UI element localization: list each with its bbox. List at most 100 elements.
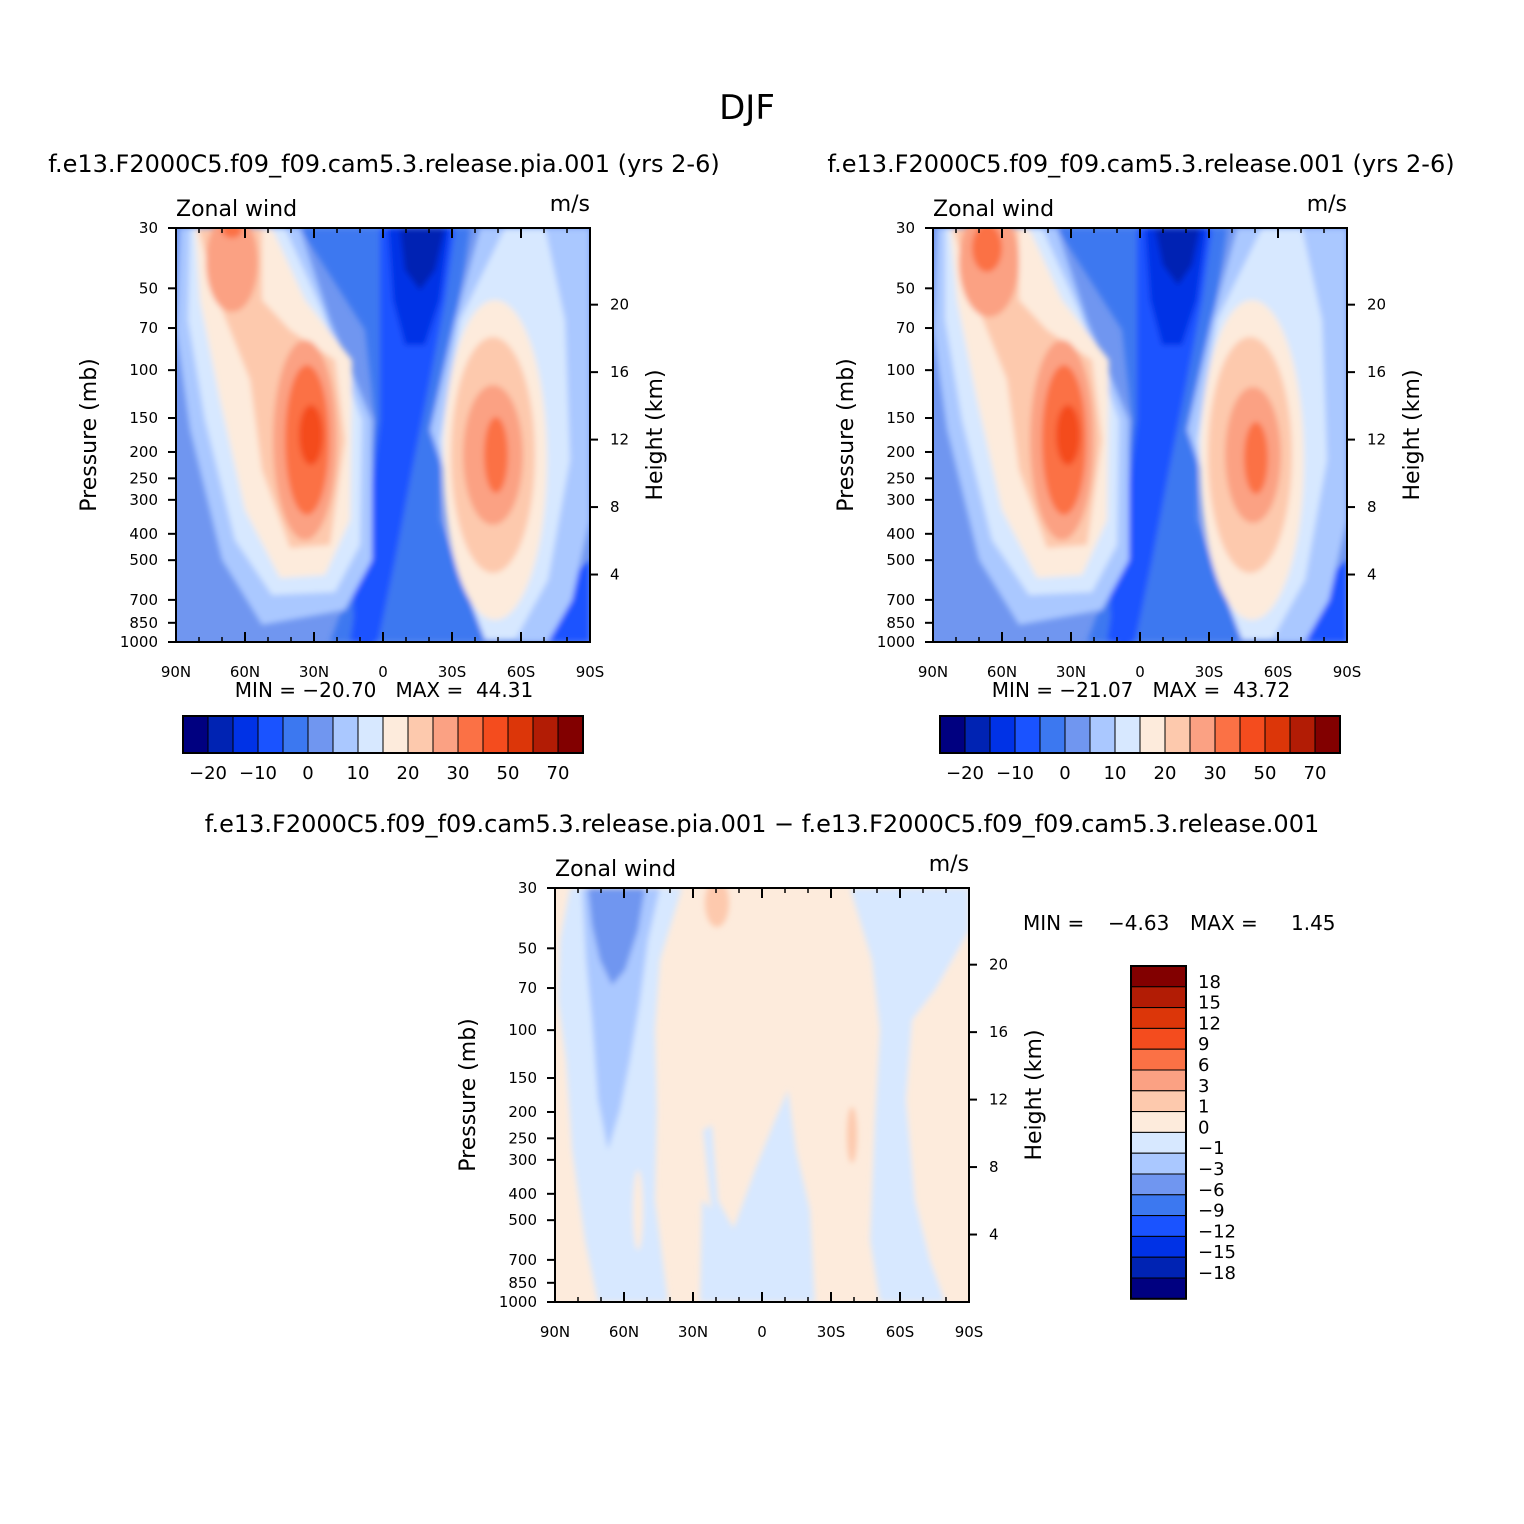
colorbar-box — [1130, 1027, 1187, 1050]
colorbar-label: 0 — [302, 763, 313, 784]
panel-1-stats: MIN = −20.70 MAX = 44.31 — [235, 678, 533, 702]
colorbar-box — [1130, 965, 1187, 988]
colorbar-box — [1130, 1007, 1187, 1029]
y-tick-label: 500 — [508, 1211, 537, 1229]
panel-2-field — [933, 228, 1347, 642]
panel-3-field — [555, 888, 969, 1302]
colorbar-box — [1130, 1152, 1187, 1175]
colorbar-frame — [939, 715, 1341, 754]
y-tick-label: 150 — [129, 409, 158, 427]
colorbar-box — [1214, 715, 1241, 754]
colorbar-label: −10 — [239, 763, 277, 784]
colorbar-box — [407, 715, 434, 754]
x-tick-label: 90S — [576, 663, 605, 681]
colorbar-box — [482, 715, 509, 754]
x-tick-label: 60N — [230, 663, 260, 681]
panel-2-contour-strat-blue4 — [1155, 228, 1200, 285]
colorbar-box — [1014, 715, 1041, 754]
figure-title: DJF — [719, 88, 775, 128]
colorbar-label: 15 — [1198, 993, 1221, 1014]
colorbar-box — [989, 715, 1016, 754]
panel-1-title: f.e13.F2000C5.f09_f09.cam5.3.release.pia… — [48, 150, 719, 178]
colorbar-box — [1114, 715, 1141, 754]
colorbar-box — [1139, 715, 1166, 754]
panel-3-axes: 90N 60N 30N 0 30S 60S 90S 30 50 70 100 150 200 250 300… — [456, 879, 1047, 1341]
y-tick-label: 70 — [896, 319, 915, 337]
panel-3-contour-sh-pos — [906, 930, 969, 1302]
panel-2-left-string: Zonal wind — [933, 197, 1054, 222]
colorbar-label: −6 — [1198, 1180, 1225, 1201]
colorbar-label: −15 — [1198, 1242, 1236, 1263]
colorbar-box — [1089, 715, 1116, 754]
colorbar-box — [1130, 1173, 1187, 1196]
y-tick-label: 250 — [508, 1129, 537, 1147]
y-axis-title: Pressure (mb) — [834, 358, 859, 512]
colorbar-box — [1130, 986, 1187, 1009]
y-tick-label: 400 — [129, 525, 158, 543]
colorbar-box — [1264, 715, 1291, 754]
panel-3-contour-tropics-neg — [703, 1090, 815, 1302]
colorbar-box — [1164, 715, 1191, 754]
y-right-tick-label: 16 — [989, 1023, 1008, 1041]
y-tick-label: 850 — [508, 1274, 537, 1292]
y-right-tick-label: 8 — [1367, 498, 1377, 516]
panel-3-contour-strat-pos — [705, 888, 729, 927]
colorbar-box — [207, 715, 234, 754]
colorbar-box — [1314, 715, 1341, 754]
y-right-axis-title: Height (km) — [1022, 1029, 1047, 1160]
colorbar-label: −12 — [1198, 1221, 1236, 1242]
x-tick-label: 0 — [378, 663, 388, 681]
panel-2-contour-nh-25b — [972, 228, 1002, 272]
colorbar-box — [939, 715, 966, 754]
x-tick-label: 90N — [161, 663, 191, 681]
colorbar-box — [1130, 1277, 1187, 1300]
y-right-tick-label: 12 — [989, 1091, 1008, 1109]
y-tick-label: 1000 — [120, 633, 158, 651]
y-right-tick-label: 20 — [610, 296, 629, 314]
y-tick-label: 50 — [518, 939, 537, 957]
colorbar-box — [332, 715, 359, 754]
colorbar-label: 1 — [1198, 1097, 1209, 1118]
colorbar-label: −10 — [996, 763, 1034, 784]
y-tick-label: 400 — [886, 525, 915, 543]
y-right-axis-title: Height (km) — [643, 369, 668, 500]
colorbar-box — [1130, 1111, 1187, 1133]
x-tick-label: 90N — [540, 1323, 570, 1341]
x-tick-label: 60S — [1264, 663, 1293, 681]
colorbar-frame — [182, 715, 584, 754]
colorbar-label: 10 — [1104, 763, 1127, 784]
colorbar-box — [1130, 1256, 1187, 1279]
y-tick-label: 100 — [886, 361, 915, 379]
colorbar-box — [1130, 1069, 1187, 1092]
colorbar-frame — [1130, 965, 1187, 1300]
x-tick-label: 30S — [817, 1323, 846, 1341]
x-tick-label: 60S — [886, 1323, 915, 1341]
colorbar-label: 0 — [1198, 1117, 1209, 1138]
colorbar-box — [1130, 1215, 1187, 1237]
y-tick-label: 30 — [518, 879, 537, 897]
panel-1-colorbar: −20 −10 0 10 20 30 50 70 — [182, 715, 584, 784]
colorbar-label: 20 — [397, 763, 420, 784]
colorbar-box — [1289, 715, 1316, 754]
panel-3: f.e13.F2000C5.f09_f09.cam5.3.release.pia… — [205, 810, 1336, 1341]
x-tick-label: 60N — [609, 1323, 639, 1341]
panel-2-stats: MIN = −21.07 MAX = 43.72 — [992, 678, 1290, 702]
panel-1-contour-sh-25 — [484, 417, 508, 493]
x-tick-label: 0 — [757, 1323, 767, 1341]
y-tick-label: 700 — [129, 591, 158, 609]
y-tick-label: 700 — [508, 1251, 537, 1269]
colorbar-box — [182, 715, 209, 754]
x-tick-label: 60N — [987, 663, 1017, 681]
colorbar-label: 18 — [1198, 972, 1221, 993]
colorbar-label: −18 — [1198, 1263, 1236, 1284]
panel-1-contour-strat-blue4 — [400, 228, 445, 290]
y-right-tick-label: 8 — [989, 1158, 999, 1176]
colorbar-label: −1 — [1198, 1138, 1225, 1159]
colorbar-label: 20 — [1154, 763, 1177, 784]
colorbar-label: 50 — [1254, 763, 1277, 784]
panel-1: f.e13.F2000C5.f09_f09.cam5.3.release.pia… — [48, 150, 719, 784]
panel-1-axes: 90N 60N 30N 0 30S 60S 90S 30 50 70 100 150 200 250 300… — [77, 219, 668, 681]
y-tick-label: 850 — [129, 614, 158, 632]
colorbar-box — [532, 715, 559, 754]
y-tick-label: 300 — [129, 491, 158, 509]
